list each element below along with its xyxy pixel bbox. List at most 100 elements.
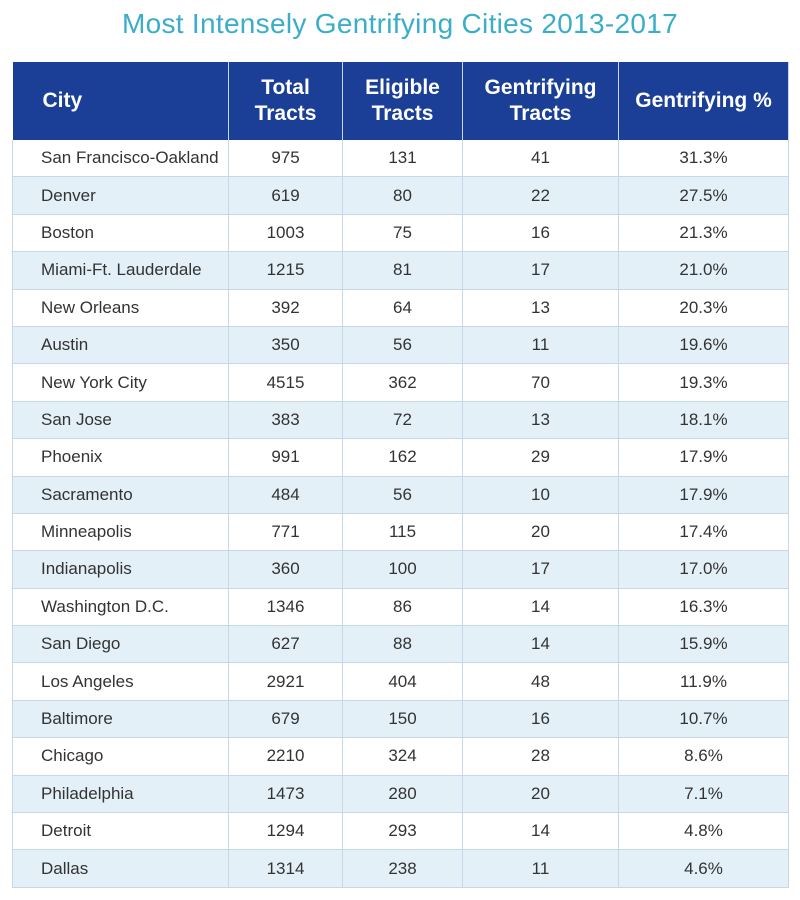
value-cell: 4515 [228, 363, 343, 402]
value-cell: 72 [342, 401, 463, 440]
table-body: San Francisco-Oakland 975 131 41 31.3% Denver… [12, 140, 789, 888]
column-header: Eligible Tracts [342, 62, 463, 140]
city-cell: Boston [12, 214, 229, 253]
value-cell: 350 [228, 326, 343, 365]
value-cell: 22 [462, 176, 619, 215]
column-header: Total Tracts [228, 62, 343, 140]
table-row: Dallas 1314 238 11 4.6% [12, 849, 789, 888]
city-cell: New Orleans [12, 289, 229, 327]
table-row: Baltimore 679 150 16 10.7% [12, 700, 789, 739]
value-cell: 81 [342, 251, 463, 290]
value-cell: 115 [342, 513, 463, 552]
table-row: Chicago 2210 324 28 8.6% [12, 737, 789, 776]
value-cell: 362 [342, 363, 463, 402]
value-cell: 20.3% [618, 289, 789, 327]
value-cell: 131 [342, 140, 463, 178]
value-cell: 29 [462, 438, 619, 477]
table-row: New Orleans 392 64 13 20.3% [12, 289, 789, 327]
table-row: Sacramento 484 56 10 17.9% [12, 476, 789, 514]
value-cell: 31.3% [618, 140, 789, 178]
value-cell: 293 [342, 812, 463, 851]
value-cell: 11 [462, 326, 619, 365]
city-cell: Phoenix [12, 438, 229, 477]
value-cell: 1314 [228, 849, 343, 888]
table-row: Indianapolis 360 100 17 17.0% [12, 550, 789, 589]
data-table: City Total Tracts Eligible Tracts Gentrifyi… [12, 62, 789, 888]
value-cell: 17.9% [618, 438, 789, 477]
value-cell: 18.1% [618, 401, 789, 440]
value-cell: 21.3% [618, 214, 789, 253]
city-cell: San Diego [12, 625, 229, 664]
value-cell: 16 [462, 700, 619, 739]
city-cell: Sacramento [12, 476, 229, 514]
value-cell: 17.9% [618, 476, 789, 514]
column-header: Gentrifying % [618, 62, 789, 140]
value-cell: 21.0% [618, 251, 789, 290]
value-cell: 19.3% [618, 363, 789, 402]
value-cell: 280 [342, 775, 463, 814]
value-cell: 19.6% [618, 326, 789, 365]
city-cell: Washington D.C. [12, 588, 229, 627]
value-cell: 20 [462, 775, 619, 814]
value-cell: 1294 [228, 812, 343, 851]
city-cell: Indianapolis [12, 550, 229, 589]
value-cell: 771 [228, 513, 343, 552]
value-cell: 1346 [228, 588, 343, 627]
value-cell: 16.3% [618, 588, 789, 627]
city-cell: Miami-Ft. Lauderdale [12, 251, 229, 290]
table-row: Denver 619 80 22 27.5% [12, 176, 789, 215]
value-cell: 27.5% [618, 176, 789, 215]
value-cell: 86 [342, 588, 463, 627]
table-row: Los Angeles 2921 404 48 11.9% [12, 662, 789, 701]
value-cell: 383 [228, 401, 343, 440]
value-cell: 2921 [228, 662, 343, 701]
value-cell: 17.4% [618, 513, 789, 552]
value-cell: 14 [462, 625, 619, 664]
value-cell: 28 [462, 737, 619, 776]
column-header: Gentrifying Tracts [462, 62, 619, 140]
value-cell: 80 [342, 176, 463, 215]
city-cell: Los Angeles [12, 662, 229, 701]
value-cell: 75 [342, 214, 463, 253]
value-cell: 16 [462, 214, 619, 253]
value-cell: 4.6% [618, 849, 789, 888]
city-cell: Philadelphia [12, 775, 229, 814]
city-cell: San Francisco-Oakland [12, 140, 229, 178]
city-cell: Baltimore [12, 700, 229, 739]
city-cell: Minneapolis [12, 513, 229, 552]
city-cell: New York City [12, 363, 229, 402]
value-cell: 484 [228, 476, 343, 514]
value-cell: 991 [228, 438, 343, 477]
value-cell: 13 [462, 401, 619, 440]
table-row: Minneapolis 771 115 20 17.4% [12, 513, 789, 552]
value-cell: 7.1% [618, 775, 789, 814]
city-cell: San Jose [12, 401, 229, 440]
value-cell: 11 [462, 849, 619, 888]
value-cell: 1473 [228, 775, 343, 814]
value-cell: 17 [462, 550, 619, 589]
city-cell: Chicago [12, 737, 229, 776]
value-cell: 162 [342, 438, 463, 477]
value-cell: 4.8% [618, 812, 789, 851]
value-cell: 1003 [228, 214, 343, 253]
table-row: San Diego 627 88 14 15.9% [12, 625, 789, 664]
city-cell: Denver [12, 176, 229, 215]
value-cell: 17.0% [618, 550, 789, 589]
header-row: City Total Tracts Eligible Tracts Gentrifyi… [12, 62, 789, 140]
value-cell: 11.9% [618, 662, 789, 701]
value-cell: 48 [462, 662, 619, 701]
value-cell: 10 [462, 476, 619, 514]
value-cell: 15.9% [618, 625, 789, 664]
value-cell: 975 [228, 140, 343, 178]
city-cell: Detroit [12, 812, 229, 851]
city-cell: Austin [12, 326, 229, 365]
value-cell: 404 [342, 662, 463, 701]
value-cell: 56 [342, 476, 463, 514]
value-cell: 619 [228, 176, 343, 215]
value-cell: 88 [342, 625, 463, 664]
value-cell: 360 [228, 550, 343, 589]
value-cell: 679 [228, 700, 343, 739]
table-row: San Francisco-Oakland 975 131 41 31.3% [12, 140, 789, 178]
table-row: Boston 1003 75 16 21.3% [12, 214, 789, 253]
